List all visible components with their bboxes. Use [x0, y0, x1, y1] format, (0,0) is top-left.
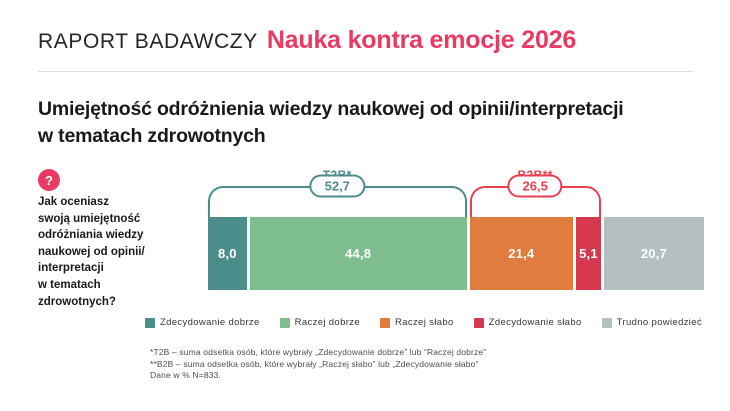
legend-swatch	[380, 317, 391, 328]
bracket-value-pill: 52,7	[309, 174, 365, 198]
bar-segment: 8,0	[208, 217, 247, 290]
stacked-bar: 8,0 44,8 21,4 5,1 20,7	[208, 217, 704, 290]
question-mark-icon: ?	[38, 169, 60, 191]
bar-segment-value: 8,0	[218, 246, 237, 261]
legend-item: Raczej słabo	[380, 317, 454, 328]
survey-question-text: Jak oceniasz swoją umiejętność odróżnian…	[38, 196, 145, 308]
bar-segment: 5,1	[576, 217, 601, 290]
bracket-brace: 26,5	[469, 174, 601, 217]
bar-segment: 20,7	[603, 217, 704, 290]
stacked-bar-chart: T2B*52,7B2B**26,5 8,0 44,8 21,4 5,1 20,7	[208, 168, 704, 290]
bracket-brace: 52,7	[208, 174, 467, 217]
legend-item: Raczej dobrze	[279, 317, 360, 328]
bar-segment-value: 21,4	[508, 246, 535, 261]
footnotes: *T2B – suma odsetka osób, które wybrały …	[150, 347, 670, 382]
footnote-line: Dane w % N=833.	[150, 370, 221, 380]
bracket-value-pill: 26,5	[507, 174, 563, 198]
bracket-group: T2B*52,7	[208, 168, 467, 217]
footnote-line: *T2B – suma odsetka osób, które wybrały …	[150, 347, 487, 357]
header: RAPORT BADAWCZY Nauka kontra emocje 2026	[38, 26, 576, 55]
header-divider	[38, 71, 693, 72]
report-name: Nauka kontra emocje 2026	[266, 26, 577, 54]
bar-segment-value: 5,1	[579, 246, 598, 261]
bar-segment-value: 20,7	[640, 246, 667, 261]
legend-label: Raczej słabo	[395, 317, 454, 328]
legend-label: Raczej dobrze	[294, 317, 360, 328]
slide-title: Umiejętność odróżnienia wiedzy naukowej …	[38, 98, 624, 147]
legend-item: Zdecydowanie słabo	[473, 317, 582, 328]
legend-label: Zdecydowanie dobrze	[160, 317, 260, 328]
legend-item: Trudno powiedzieć	[601, 317, 702, 328]
bar-segment: 21,4	[469, 217, 574, 290]
legend-swatch	[145, 317, 155, 328]
legend-swatch	[601, 317, 612, 328]
legend-item: Zdecydowanie dobrze	[145, 317, 260, 328]
footnote-line: **B2B – suma odsetka osób, które wybrały…	[150, 358, 479, 369]
bar-segment: 44,8	[249, 217, 467, 290]
legend-label: Zdecydowanie słabo	[488, 317, 582, 328]
report-kicker: RAPORT BADAWCZY	[38, 30, 258, 53]
legend-swatch	[473, 317, 484, 328]
chart-legend: Zdecydowanie dobrze Raczej dobrze Raczej s…	[145, 317, 702, 328]
bar-segment-value: 44,8	[345, 246, 372, 261]
bracket-group: B2B**26,5	[469, 168, 601, 217]
legend-swatch	[279, 317, 290, 328]
legend-label: Trudno powiedzieć	[616, 317, 702, 328]
